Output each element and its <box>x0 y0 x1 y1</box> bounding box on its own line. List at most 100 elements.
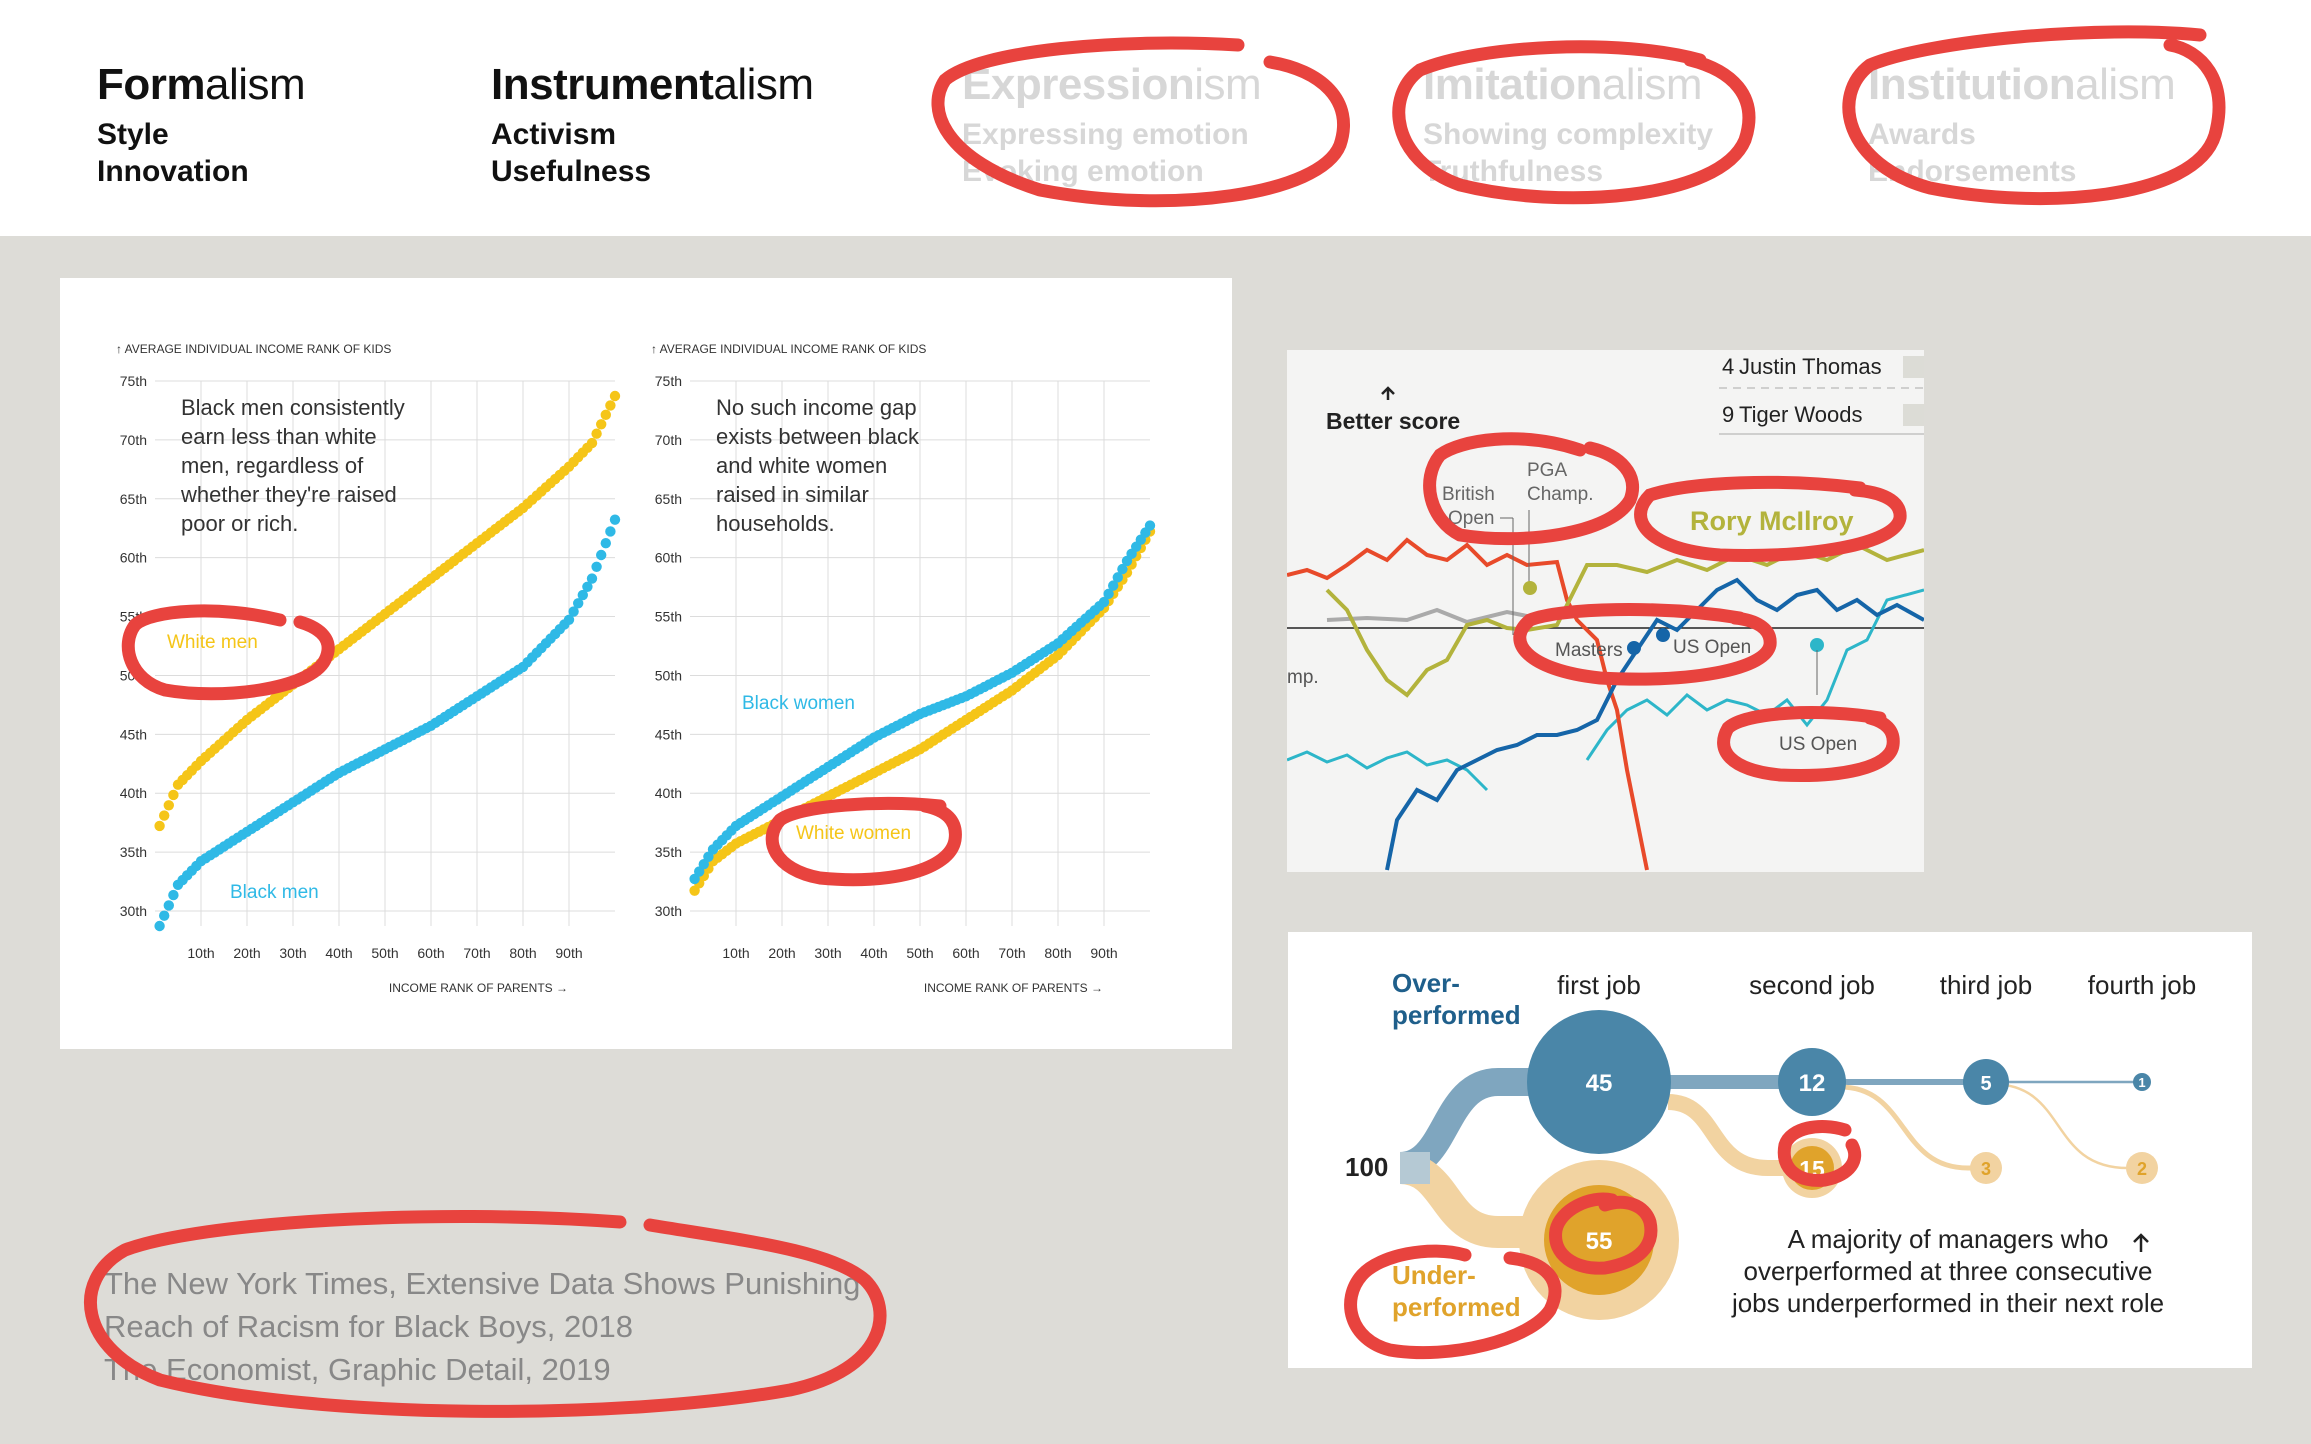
y-tick-label: 50th <box>655 667 682 683</box>
data-point <box>159 810 170 821</box>
x-axis-label: INCOME RANK OF PARENTS → <box>389 981 568 995</box>
legend-rank: 9 <box>1722 402 1734 427</box>
series-label-black-men: Black men <box>230 882 319 903</box>
legend-name-tiger-woods: Tiger Woods <box>1739 402 1863 427</box>
column-item: Expressing emotion <box>962 118 1249 151</box>
x-tick-label: 80th <box>1044 945 1071 961</box>
legend-rank: 4 <box>1722 354 1734 379</box>
data-point <box>168 889 179 901</box>
chart-note: No such income gap exists between black an… <box>716 395 920 536</box>
header-column-formalism: Formalism Style Innovation <box>97 54 306 190</box>
category-second-job: second job <box>1749 970 1875 1000</box>
series-line-light-blue-2 <box>1585 588 1924 761</box>
data-point <box>591 428 602 439</box>
y-tick-label: 75th <box>120 373 147 389</box>
y-tick-label: 55th <box>655 609 682 625</box>
column-item: Style <box>97 118 169 151</box>
better-score-label: Better score <box>1326 408 1460 434</box>
column-item: Usefulness <box>491 155 652 188</box>
data-point <box>596 549 607 561</box>
data-point <box>1117 563 1128 575</box>
data-point <box>563 614 575 625</box>
annotation-fragment: mp. <box>1287 667 1319 688</box>
data-point <box>168 789 179 801</box>
data-point <box>586 573 598 584</box>
data-point <box>577 589 588 601</box>
x-tick-label: 10th <box>187 945 214 961</box>
y-tick-label: 65th <box>655 491 682 507</box>
data-point <box>586 437 598 449</box>
node-third-job-over <box>1963 1059 2009 1105</box>
data-point <box>1144 520 1156 531</box>
y-tick-label: 60th <box>120 550 147 566</box>
data-point <box>600 409 611 421</box>
y-tick-label: 65th <box>120 491 147 507</box>
header-column-institutionalism: Institutionalism Awards Endorsements <box>1868 54 2176 190</box>
y-tick-label: 75th <box>655 373 682 389</box>
legend-swatch <box>1903 356 1924 378</box>
y-tick-label: 45th <box>120 726 147 742</box>
data-point <box>159 910 170 921</box>
column-title: Instrumentalism <box>491 60 814 109</box>
x-tick-label: 90th <box>1090 945 1117 961</box>
citation-line: The Economist, Graphic Detail, 2019 <box>104 1352 611 1387</box>
x-tick-label: 10th <box>722 945 749 961</box>
annotation-masters: Masters <box>1555 640 1623 661</box>
y-tick-label: 70th <box>655 432 682 448</box>
flow-third-to-fourth-under <box>1991 1082 2140 1170</box>
y-tick-label: 70th <box>120 432 147 448</box>
label-start-100: 100 <box>1345 1152 1388 1182</box>
y-tick-label: 35th <box>120 844 147 860</box>
column-title: Imitationalism <box>1423 60 1703 109</box>
marker-point <box>1523 581 1537 595</box>
column-item: Awards <box>1868 118 1976 151</box>
node-value: 12 <box>1799 1070 1826 1097</box>
label-underperformed: Under-performed <box>1392 1260 1521 1322</box>
series-label-white-women: White women <box>796 823 911 844</box>
data-point <box>596 419 607 430</box>
node-fourth-job-over <box>2133 1073 2151 1091</box>
data-point <box>600 538 611 549</box>
x-tick-label: 20th <box>768 945 795 961</box>
y-tick-label: 35th <box>655 844 682 860</box>
marker-point <box>1627 641 1641 655</box>
column-item: Showing complexity <box>1423 118 1714 151</box>
header-column-imitationalism: Imitationalism Showing complexity Truthf… <box>1423 54 1713 190</box>
node-value: 3 <box>1981 1159 1991 1179</box>
node-second-job-over <box>1778 1048 1846 1116</box>
category-fourth-job: fourth job <box>2088 970 2196 1000</box>
data-point <box>609 390 621 402</box>
y-axis-label: ↑ AVERAGE INDIVIDUAL INCOME RANK OF KIDS <box>651 342 926 356</box>
x-tick-label: 80th <box>509 945 536 961</box>
marker-point <box>1656 628 1670 642</box>
header-band: Formalism Style Innovation Instrumentali… <box>0 0 2311 236</box>
series-line-grey <box>1326 607 1538 625</box>
managers-flow-svg: first job second job third job fourth jo… <box>1345 968 2196 1322</box>
series-label-rory-mcilroy: Rory McIlroy <box>1690 506 1854 536</box>
nyt-chart-panel: ↑ AVERAGE INDIVIDUAL INCOME RANK OF KIDS… <box>60 278 1232 1049</box>
x-axis-label: INCOME RANK OF PARENTS → <box>924 981 1103 995</box>
column-item: Activism <box>491 118 617 151</box>
managers-flow-panel: first job second job third job fourth jo… <box>1288 932 2252 1368</box>
chart-note: Black men consistently earn less than whi… <box>180 395 405 536</box>
scatter-black-white-women: ↑ AVERAGE INDIVIDUAL INCOME RANK OF KIDS… <box>651 342 1156 995</box>
column-title: Expressionism <box>962 60 1262 109</box>
x-tick-label: 70th <box>998 945 1025 961</box>
series-label-black-women: Black women <box>742 693 855 714</box>
node-value: 1 <box>2138 1075 2145 1090</box>
node-value: 5 <box>1980 1073 1991 1095</box>
column-title: Formalism <box>97 60 306 109</box>
node-first-job-over <box>1527 1010 1671 1154</box>
series-line-light-blue <box>1287 750 1489 792</box>
legend-name-justin-thomas: Justin Thomas <box>1739 354 1882 379</box>
data-point <box>1103 588 1114 600</box>
flow-first-to-second-under <box>1667 1094 1810 1176</box>
annotation-us-open: US Open <box>1673 637 1751 658</box>
node-value: 45 <box>1586 1070 1613 1097</box>
y-tick-label: 55th <box>120 609 147 625</box>
nyt-chart-svg: ↑ AVERAGE INDIVIDUAL INCOME RANK OF KIDS… <box>116 342 1156 995</box>
data-point <box>163 900 174 911</box>
x-tick-label: 20th <box>233 945 260 961</box>
data-point <box>163 800 174 811</box>
x-tick-label: 30th <box>279 945 306 961</box>
